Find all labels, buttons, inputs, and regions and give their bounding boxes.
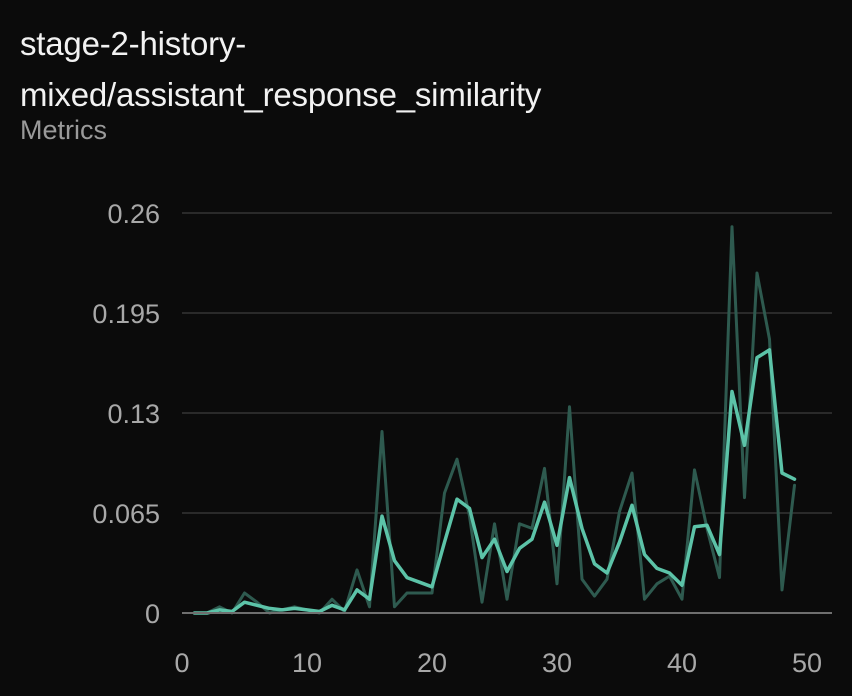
y-tick-label: 0.065 xyxy=(92,499,160,529)
y-tick-label: 0.195 xyxy=(92,299,160,329)
x-tick-label: 10 xyxy=(292,648,322,678)
y-tick-labels: 0 0.065 0.13 0.195 0.26 xyxy=(92,199,160,629)
raw-series-line xyxy=(193,225,796,615)
y-tick-label: 0.26 xyxy=(107,199,160,229)
chart-title-line-2: mixed/assistant_response_similarity xyxy=(20,76,542,113)
x-tick-label: 20 xyxy=(417,648,447,678)
x-tick-label: 40 xyxy=(667,648,697,678)
smoothed-series-line xyxy=(192,348,797,615)
chart-title-line-1: stage-2-history- xyxy=(20,25,247,62)
x-tick-label: 30 xyxy=(542,648,572,678)
x-tick-label: 50 xyxy=(792,648,822,678)
series-lines xyxy=(192,225,797,615)
chart-title: stage-2-history- mixed/assistant_respons… xyxy=(20,18,820,120)
x-tick-label: 0 xyxy=(174,648,189,678)
y-tick-label: 0.13 xyxy=(107,399,160,429)
y-tick-label: 0 xyxy=(145,599,160,629)
chart-subtitle: Metrics xyxy=(20,115,107,145)
x-tick-labels: 0 10 20 30 40 50 xyxy=(174,648,822,678)
